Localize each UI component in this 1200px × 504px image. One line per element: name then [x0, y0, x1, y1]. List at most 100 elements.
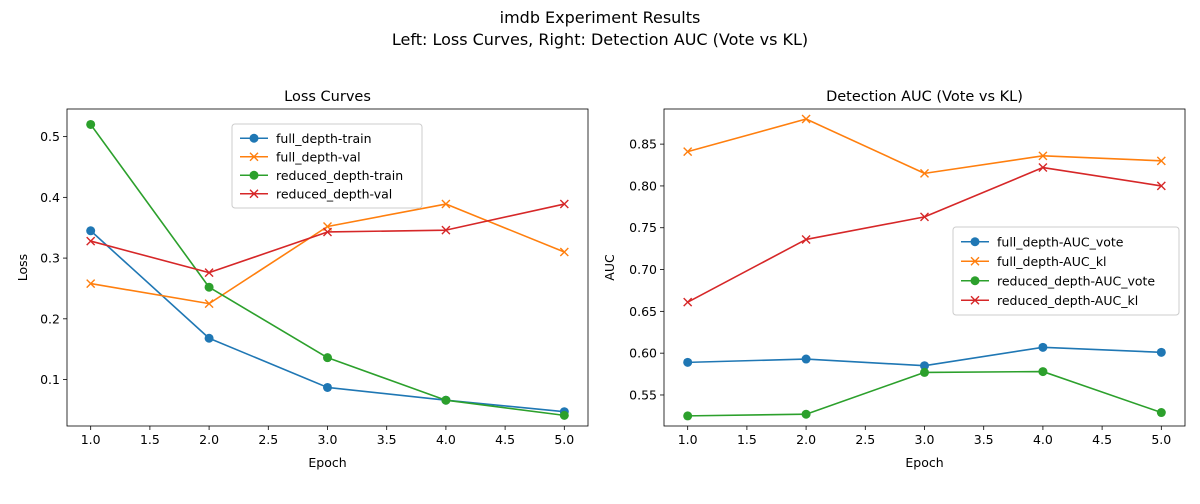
panel2-data-point [1038, 151, 1048, 161]
panel2-ylabel: AUC [602, 254, 617, 281]
figure-suptitle-line2: Left: Loss Curves, Right: Detection AUC … [392, 30, 808, 49]
panel1-legend-marker [249, 133, 259, 143]
panel2-data-point [801, 234, 811, 244]
panel1-axes-frame [66, 108, 589, 427]
panel2-data-point [920, 367, 929, 377]
panel2-legend-label: full_depth-AUC_kl [997, 254, 1107, 269]
panel2-data-point [1156, 408, 1166, 418]
panel2-data-point [683, 411, 693, 421]
panel2-data-point [1038, 342, 1048, 352]
panel1-ytick-label: 0.5 [40, 129, 60, 144]
panel2-title: Detection AUC (Vote vs KL) [826, 89, 1023, 105]
panel2-series-full_depth-AUC_kl [683, 114, 1166, 178]
panel2-legend-marker [970, 237, 980, 247]
panel2-xtick-label: 1.0 [678, 432, 698, 447]
panel1-legend-marker [249, 152, 259, 162]
panel1-data-point [441, 225, 451, 235]
panel2-xtick-label: 5.0 [1151, 432, 1171, 447]
panel2-ytick-label: 0.85 [629, 137, 657, 152]
panel1-xlabel: Epoch [308, 455, 346, 470]
panel2-xlabel: Epoch [905, 455, 943, 470]
panel1-xtick-label: 2.5 [258, 432, 278, 447]
panel1-series-reduced_depth-train [86, 119, 569, 420]
panel1-data-point [204, 299, 214, 309]
panel1-legend-label: full_depth-train [276, 131, 372, 146]
panel1-data-point [86, 279, 96, 289]
panel1-ytick-label: 0.4 [40, 190, 60, 205]
panel1-legend-label: reduced_depth-train [276, 168, 403, 183]
panel2-series-full_depth-AUC_vote [683, 342, 1166, 371]
panel1-legend-entry: full_depth-val [240, 149, 361, 164]
panel2-data-point [683, 297, 693, 307]
panel1-legend-entry: reduced_depth-val [240, 186, 392, 201]
panel1: Loss Curves 1.0 1.5 2.0 2.5 3.0 3.5 4.0 4.5 5.0 0.… [15, 89, 589, 470]
panel1-legend-marker [249, 189, 259, 199]
panel2-legend-label: reduced_depth-AUC_vote [997, 273, 1155, 288]
panel2-data-point [683, 357, 693, 367]
panel1-data-point [323, 382, 332, 392]
panel2-data-point [920, 361, 929, 371]
panel2-legend-box [952, 226, 1180, 316]
panel2-xtick-label: 1.5 [737, 432, 757, 447]
panel2-legend-marker [970, 256, 980, 266]
panel2-data-point [920, 212, 929, 222]
panel2-legend-entry: reduced_depth-AUC_vote [961, 273, 1155, 288]
panel2-ytick-label: 0.75 [629, 220, 657, 235]
panel2: Detection AUC (Vote vs KL) 1.0 1.5 2.0 2.5 3.… [602, 89, 1186, 470]
panel1-legend-box [231, 123, 423, 209]
panel1-legend-label: reduced_depth-val [276, 186, 392, 201]
panel1-xtick-label: 3.0 [318, 432, 338, 447]
panel2-legend: full_depth-AUC_vote full_depth-AUC_klredu… [952, 226, 1180, 316]
panel1-data-point [559, 199, 569, 209]
panel1-data-point [559, 247, 569, 257]
panel1-legend-entry: full_depth-train [240, 131, 372, 146]
panel1-data-point [323, 353, 332, 363]
panel2-legend-label: reduced_depth-AUC_kl [997, 293, 1138, 308]
panel2-series-reduced_depth-AUC_vote [683, 367, 1166, 421]
panel2-ytick-label: 0.80 [629, 178, 657, 193]
panel1-xtick-label: 4.0 [436, 432, 456, 447]
panel2-legend-marker [970, 276, 980, 286]
panel2-xtick-label: 2.0 [796, 432, 816, 447]
panel2-xtick-label: 4.0 [1033, 432, 1053, 447]
panel1-series-reduced_depth-val [86, 199, 569, 278]
panel1-data-point [86, 119, 96, 129]
panel1-data-point [559, 410, 569, 420]
panel1-xtick-label: 3.5 [377, 432, 397, 447]
panel2-xtick-label: 2.5 [855, 432, 875, 447]
panel1-xtick-label: 1.5 [140, 432, 160, 447]
panel2-ytick-label: 0.55 [629, 387, 657, 402]
panel2-legend-entry: full_depth-AUC_kl [961, 254, 1107, 269]
panel1-ylabel: Loss [15, 254, 30, 281]
panel2-legend-entry: full_depth-AUC_vote [961, 234, 1124, 249]
panel2-data-point [1156, 156, 1166, 166]
panel2-data-point [1038, 367, 1048, 377]
panel1-xtick-label: 1.0 [81, 432, 101, 447]
panel1-data-point [204, 268, 214, 278]
panel2-series-reduced_depth-AUC_kl [683, 163, 1166, 307]
panel1-xtick-label: 4.5 [495, 432, 515, 447]
panel1-legend-marker [249, 170, 259, 180]
panel2-data-point [683, 147, 693, 157]
panel1-xtick-label: 5.0 [554, 432, 574, 447]
panel1-ytick-label: 0.2 [40, 311, 60, 326]
panel1-ytick-label: 0.3 [40, 251, 60, 266]
panel2-legend-label: full_depth-AUC_vote [997, 234, 1124, 249]
panel2-axes-frame [663, 108, 1186, 427]
panel1-data-point [323, 227, 332, 237]
panel2-data-point [801, 114, 811, 124]
panel2-xtick-label: 4.5 [1092, 432, 1112, 447]
panel2-xtick-label: 3.5 [974, 432, 994, 447]
panel2-data-point [1038, 163, 1048, 173]
panel1-data-point [86, 226, 96, 236]
panel1-title: Loss Curves [284, 89, 371, 105]
panel1-legend: full_depth-train full_depth-val reduced_de… [231, 123, 423, 209]
panel1-data-point [441, 395, 451, 405]
figure-suptitle-line1: imdb Experiment Results [500, 8, 701, 27]
panel2-ytick-label: 0.65 [629, 304, 657, 319]
panel1-legend-entry: reduced_depth-train [240, 168, 403, 183]
panel1-xtick-label: 2.0 [199, 432, 219, 447]
panel1-data-point [441, 199, 451, 209]
panel2-xtick-label: 3.0 [915, 432, 935, 447]
